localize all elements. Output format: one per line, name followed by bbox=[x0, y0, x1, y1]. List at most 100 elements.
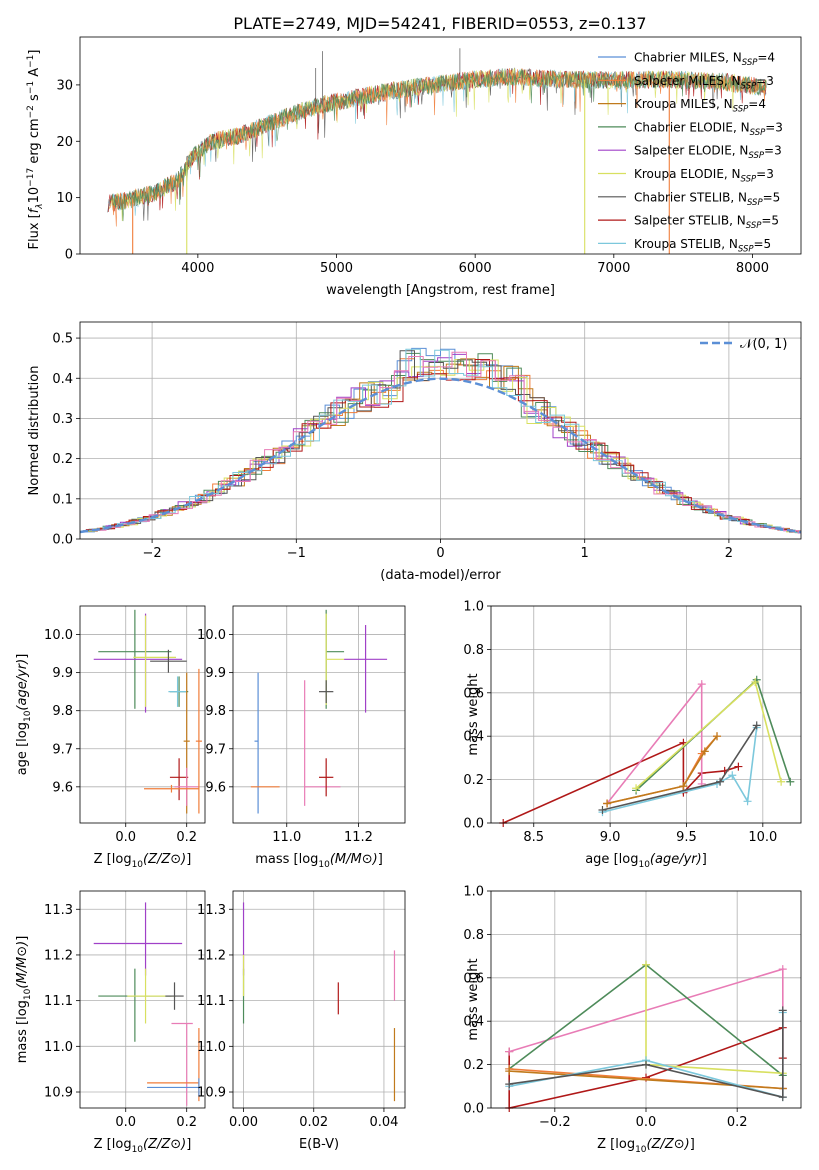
y-tick-label: 0 bbox=[65, 248, 73, 263]
axes-frame bbox=[490, 605, 802, 824]
x-tick-label: 11.0 bbox=[272, 830, 301, 845]
legend-text: =5 bbox=[763, 190, 781, 204]
y-axis-label: Normed distribution bbox=[27, 366, 42, 496]
y-tick-label: 0.1 bbox=[52, 492, 73, 507]
y-tick-label: 0.4 bbox=[463, 1015, 484, 1030]
y-tick-label: 11.0 bbox=[197, 1040, 226, 1055]
x-tick-label: 0.2 bbox=[176, 1115, 197, 1130]
y-tick-label: 11.2 bbox=[197, 948, 226, 963]
legend-sub: SSP bbox=[733, 105, 749, 115]
legend-text: =3 bbox=[756, 167, 774, 181]
legend-label: Kroupa MILES, NSSP=4 bbox=[634, 97, 766, 115]
x-tick-label: 9.0 bbox=[600, 830, 621, 845]
legend-label: Salpeter STELIB, NSSP=5 bbox=[634, 214, 779, 232]
weight-marker bbox=[777, 777, 786, 786]
x-tick-label: 5000 bbox=[320, 261, 353, 276]
legend-text: Salpeter ELODIE, N bbox=[634, 144, 748, 158]
label-part: (age/yr) bbox=[650, 852, 702, 867]
label-part: Flux [ bbox=[27, 213, 42, 249]
label-part: age [log bbox=[585, 852, 638, 867]
label-part: age [log bbox=[15, 722, 30, 775]
panel-weight_vs_age: 8.5 9.0 9.5 10.0 0.0 0.2 0.4 0.6 0.8 1.0 age [log1… bbox=[463, 600, 802, 870]
legend-text: =3 bbox=[756, 74, 774, 88]
panel-age_vs_mass: 11.0 11.2 9.6 9.7 9.8 9.9 10.0 mass [log10(M/M⊙… bbox=[197, 605, 406, 870]
y-tick-label: 0.6 bbox=[463, 686, 484, 701]
panel-spectrum: 4000 5000 6000 7000 8000 0 10 20 30 wavelength [A… bbox=[26, 36, 802, 298]
y-tick-label: 0.3 bbox=[52, 412, 73, 427]
x-axis-label: E(B-V) bbox=[299, 1137, 339, 1152]
weight-marker bbox=[743, 797, 752, 806]
x-axis-label: wavelength [Angstrom, rest frame] bbox=[326, 283, 555, 298]
legend-sub: SSP bbox=[741, 175, 757, 185]
label-sub: 10 bbox=[635, 1145, 647, 1155]
y-tick-label: 0.4 bbox=[52, 372, 73, 387]
x-tick-label: 0.2 bbox=[727, 1115, 748, 1130]
label-sub: 10 bbox=[23, 988, 33, 1000]
label-part: −1 bbox=[26, 55, 36, 68]
legend-text: Salpeter MILES, N bbox=[634, 74, 741, 88]
y-tick-label: 11.1 bbox=[44, 994, 73, 1009]
legend-text: Kroupa MILES, N bbox=[634, 97, 733, 111]
label-part: (M/M⊙) bbox=[15, 941, 30, 989]
legend-label: Kroupa ELODIE, NSSP=3 bbox=[634, 167, 774, 185]
legend-text: Kroupa ELODIE, N bbox=[634, 167, 741, 181]
x-axis-label: Z [log10(Z/Z⊙)] bbox=[94, 1137, 192, 1155]
series-line-chabrier_elodie bbox=[109, 68, 767, 222]
normal-curve bbox=[79, 377, 802, 534]
legend-sub: SSP bbox=[750, 128, 766, 138]
legend-text: =3 bbox=[764, 144, 782, 158]
label-part: mass [log bbox=[15, 1000, 30, 1063]
weight-marker bbox=[713, 732, 722, 741]
label-part: mass [log bbox=[255, 852, 318, 867]
legend-text: =4 bbox=[757, 51, 775, 65]
legend-sub: SSP bbox=[738, 244, 754, 254]
y-tick-label: 11.2 bbox=[44, 948, 73, 963]
legend-text: Kroupa STELIB, N bbox=[634, 237, 738, 251]
x-tick-label: 0.00 bbox=[229, 1115, 258, 1130]
weight-line-kroupa_miles bbox=[606, 735, 718, 805]
legend-text: Chabrier STELIB, N bbox=[634, 190, 747, 204]
panel-weight_vs_Z: −0.2 0.0 0.2 0.0 0.2 0.4 0.6 0.8 1.0 Z [log10(Z/Z… bbox=[463, 885, 802, 1155]
y-tick-label: 10.9 bbox=[197, 1086, 226, 1101]
y-tick-label: 9.8 bbox=[52, 704, 73, 719]
legend-label: Chabrier STELIB, NSSP=5 bbox=[634, 190, 780, 208]
y-tick-label: 1.0 bbox=[463, 600, 484, 615]
weight-marker bbox=[697, 680, 706, 689]
x-tick-label: 2 bbox=[725, 546, 733, 561]
label-part: ] bbox=[15, 654, 30, 659]
histogram-pink bbox=[91, 351, 801, 533]
label-sub: 10 bbox=[23, 710, 33, 722]
y-tick-label: 0.8 bbox=[463, 643, 484, 658]
figure-title: PLATE=2749, MJD=54241, FIBERID=0553, z=0… bbox=[233, 14, 646, 33]
weight-marker bbox=[632, 784, 641, 793]
label-part: (Z/Z⊙) bbox=[143, 852, 186, 867]
y-tick-label: 9.6 bbox=[52, 780, 73, 795]
weight-marker bbox=[505, 1067, 514, 1076]
legend-sub: SSP bbox=[746, 221, 762, 231]
legend-text: Chabrier ELODIE, N bbox=[634, 120, 750, 134]
panel-age_vs_Z: 0.0 0.29.69.79.89.910.0Z [log10(Z/Z⊙)]age… bbox=[15, 605, 206, 870]
y-tick-label: 0.0 bbox=[463, 817, 484, 832]
y-tick-label: 9.7 bbox=[52, 742, 73, 757]
y-tick-label: 11.1 bbox=[197, 994, 226, 1009]
y-tick-label: 0.0 bbox=[52, 533, 73, 548]
y-axis-label: Flux [fλ10−17 erg cm−2 s−1 A−1] bbox=[26, 50, 45, 250]
weight-marker bbox=[603, 799, 612, 808]
x-tick-label: 4000 bbox=[181, 261, 214, 276]
weight-marker bbox=[752, 721, 761, 730]
x-tick-label: 0.0 bbox=[636, 1115, 657, 1130]
weight-marker bbox=[505, 1047, 514, 1056]
x-tick-label: 6000 bbox=[459, 261, 492, 276]
legend-label: Kroupa STELIB, NSSP=5 bbox=[634, 237, 771, 255]
panel-mass_vs_ebv: 0.00 0.02 0.04 10.9 11.0 11.1 11.2 11.3 E(B-V) bbox=[197, 890, 406, 1152]
x-tick-label: 10.0 bbox=[748, 830, 777, 845]
weight-marker bbox=[734, 762, 743, 771]
label-part: Z [log bbox=[94, 1137, 132, 1152]
x-axis-label: mass [log10(M/M⊙)] bbox=[255, 852, 383, 870]
y-axis-label: mass [log10(M/M⊙)] bbox=[15, 936, 33, 1064]
label-part: 10 bbox=[27, 187, 42, 204]
y-tick-label: 0.4 bbox=[463, 730, 484, 745]
y-tick-label: 0.0 bbox=[463, 1102, 484, 1117]
label-sub: 10 bbox=[318, 860, 330, 870]
label-part: Z [log bbox=[94, 852, 132, 867]
